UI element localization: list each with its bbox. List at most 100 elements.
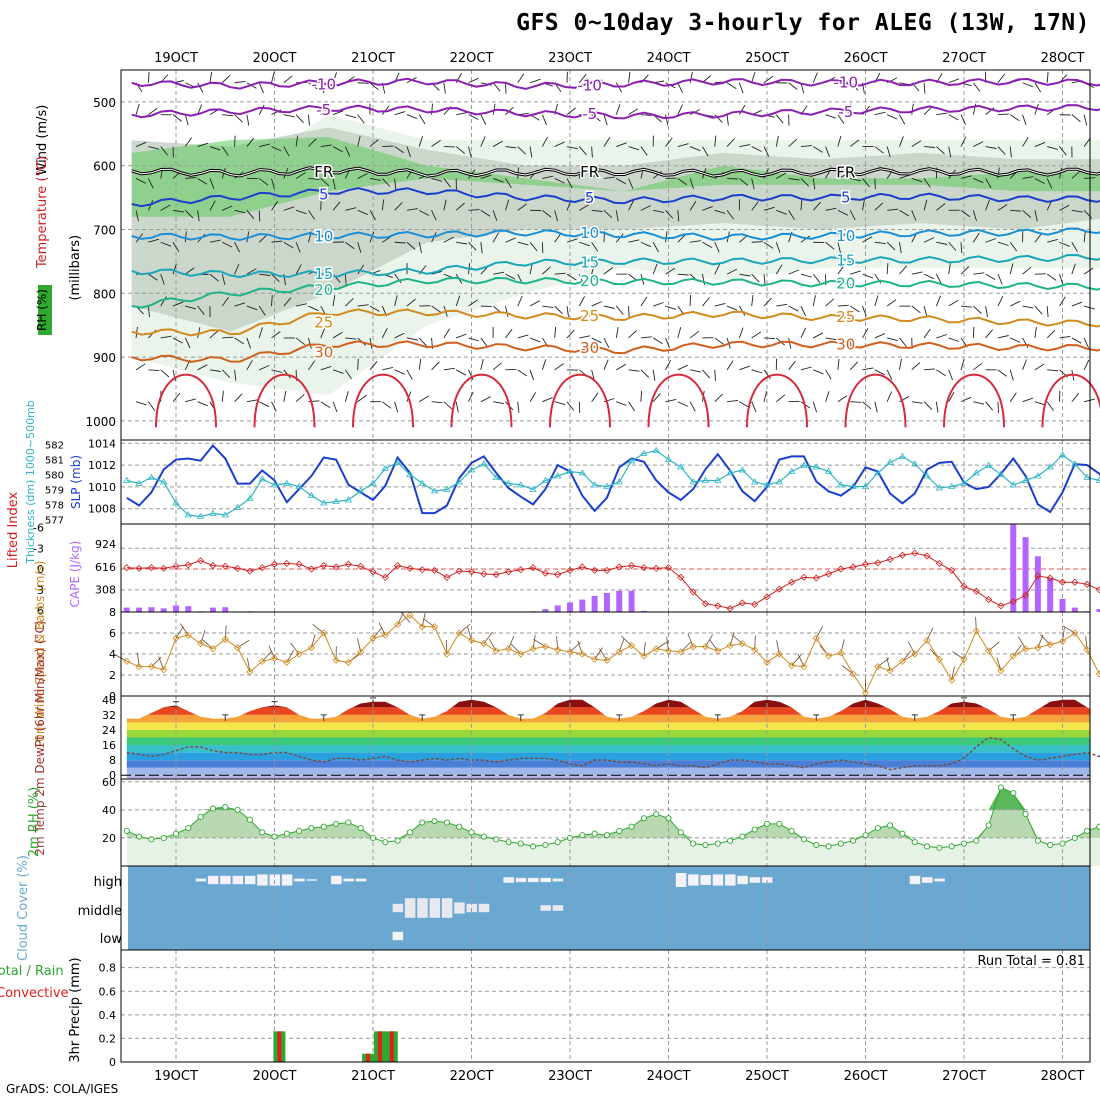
wind-barb <box>727 178 738 179</box>
wind-barb <box>518 335 529 338</box>
wind-barb <box>924 83 925 94</box>
slp-line <box>127 446 1100 514</box>
precip-convective-bar <box>390 1031 394 1062</box>
wind-barb <box>1084 338 1088 348</box>
rh-point <box>543 842 548 847</box>
wind-barb <box>136 104 139 115</box>
wind-barb <box>838 396 847 402</box>
rh-point <box>838 841 843 846</box>
wind-barb <box>739 83 743 93</box>
rh-point <box>961 841 966 846</box>
wind-barb <box>715 338 724 344</box>
rh-point <box>764 821 769 826</box>
wind-barb <box>973 363 982 370</box>
cloud-cell <box>713 874 724 885</box>
wind-barb <box>1023 306 1034 308</box>
rh-point <box>469 830 474 835</box>
temp-loop <box>550 375 610 428</box>
rh-point <box>924 844 929 849</box>
cape-bar <box>1035 556 1041 612</box>
wind-barb <box>690 370 701 372</box>
rh-point <box>986 823 991 828</box>
wind-barb <box>949 338 959 342</box>
wind-barb <box>986 274 996 279</box>
temp-loop <box>156 375 216 428</box>
wind-barb <box>148 402 154 411</box>
wind-barb <box>493 83 500 91</box>
wind-barb <box>838 359 839 370</box>
temp-loop <box>353 375 413 428</box>
rh-point <box>395 838 400 843</box>
rh-point <box>284 831 289 836</box>
wind-barb <box>826 391 830 401</box>
isotherm-label: 25 <box>836 308 855 326</box>
y-tick-label: 0.4 <box>99 1009 117 1022</box>
cloud-cell <box>700 875 711 885</box>
wind-barb <box>505 83 506 94</box>
cloud-row-label: low <box>100 932 123 947</box>
rh-point <box>186 826 191 831</box>
wind-barb <box>481 306 492 307</box>
cape-bar <box>1023 537 1029 612</box>
wind-barb <box>666 115 668 126</box>
rh-point <box>506 840 511 845</box>
y-tick-label: 6 <box>109 627 116 640</box>
y-tick-label: 24 <box>102 724 116 737</box>
wind-barb <box>518 74 524 83</box>
cape-label: CAPE (J/kg) <box>68 541 82 608</box>
wind-barb <box>752 370 763 373</box>
wind-barb <box>1010 115 1019 121</box>
cape-bar <box>148 607 154 612</box>
wind-barb <box>296 115 303 123</box>
date-tick-bottom: 26OCT <box>844 1069 888 1084</box>
isotherm-label: -5 <box>582 105 597 123</box>
rh-point <box>297 828 302 833</box>
isotherm-label: FR <box>580 163 599 181</box>
precip-convective-bar <box>277 1031 281 1062</box>
date-tick-bottom: 20OCT <box>253 1069 297 1084</box>
rh-point <box>666 816 671 821</box>
y2-tick-label: 616 <box>95 561 116 574</box>
cloud-cell <box>737 876 748 884</box>
wind-barb <box>801 306 806 316</box>
wind-barb <box>863 402 871 409</box>
cloud-cell <box>430 898 441 918</box>
rh-point <box>703 842 708 847</box>
wind-barb <box>1084 360 1089 370</box>
wind-barb <box>579 296 584 306</box>
date-tick-bottom: 25OCT <box>745 1069 789 1084</box>
wind-barb <box>924 329 930 338</box>
wind-barb <box>1035 364 1044 370</box>
wind-barb <box>936 113 947 115</box>
wind-barb <box>604 115 607 126</box>
wind-barb <box>629 330 637 338</box>
y2-tick-label: 579 <box>45 486 64 497</box>
date-tick-bottom: 23OCT <box>548 1069 592 1084</box>
wind-barb <box>752 332 761 338</box>
rh-point <box>530 844 535 849</box>
wind-barb <box>185 399 196 402</box>
wind-barb <box>715 303 726 306</box>
rh-point <box>555 840 560 845</box>
wind-barb <box>912 272 923 274</box>
rh-point <box>210 806 215 811</box>
rh-point <box>1048 842 1053 847</box>
isotherm-label: -10 <box>834 74 859 92</box>
temp-band <box>121 745 1090 753</box>
wind-barb <box>235 394 243 402</box>
wind-barb <box>469 338 480 341</box>
wind-barb <box>629 306 630 317</box>
isotherm-label: 30 <box>580 339 599 357</box>
rh-point <box>863 833 868 838</box>
y-tick-label: 0.2 <box>99 1032 117 1045</box>
rh-area-low <box>127 787 1100 866</box>
wind-barb <box>518 296 522 306</box>
wind-barb <box>1072 302 1082 306</box>
wind-barb <box>727 306 737 310</box>
isotherm-label: -10 <box>312 75 337 93</box>
wind-barb <box>924 274 934 279</box>
rh-point <box>383 840 388 845</box>
wind-barb <box>358 359 359 370</box>
cape-bar <box>173 605 179 612</box>
